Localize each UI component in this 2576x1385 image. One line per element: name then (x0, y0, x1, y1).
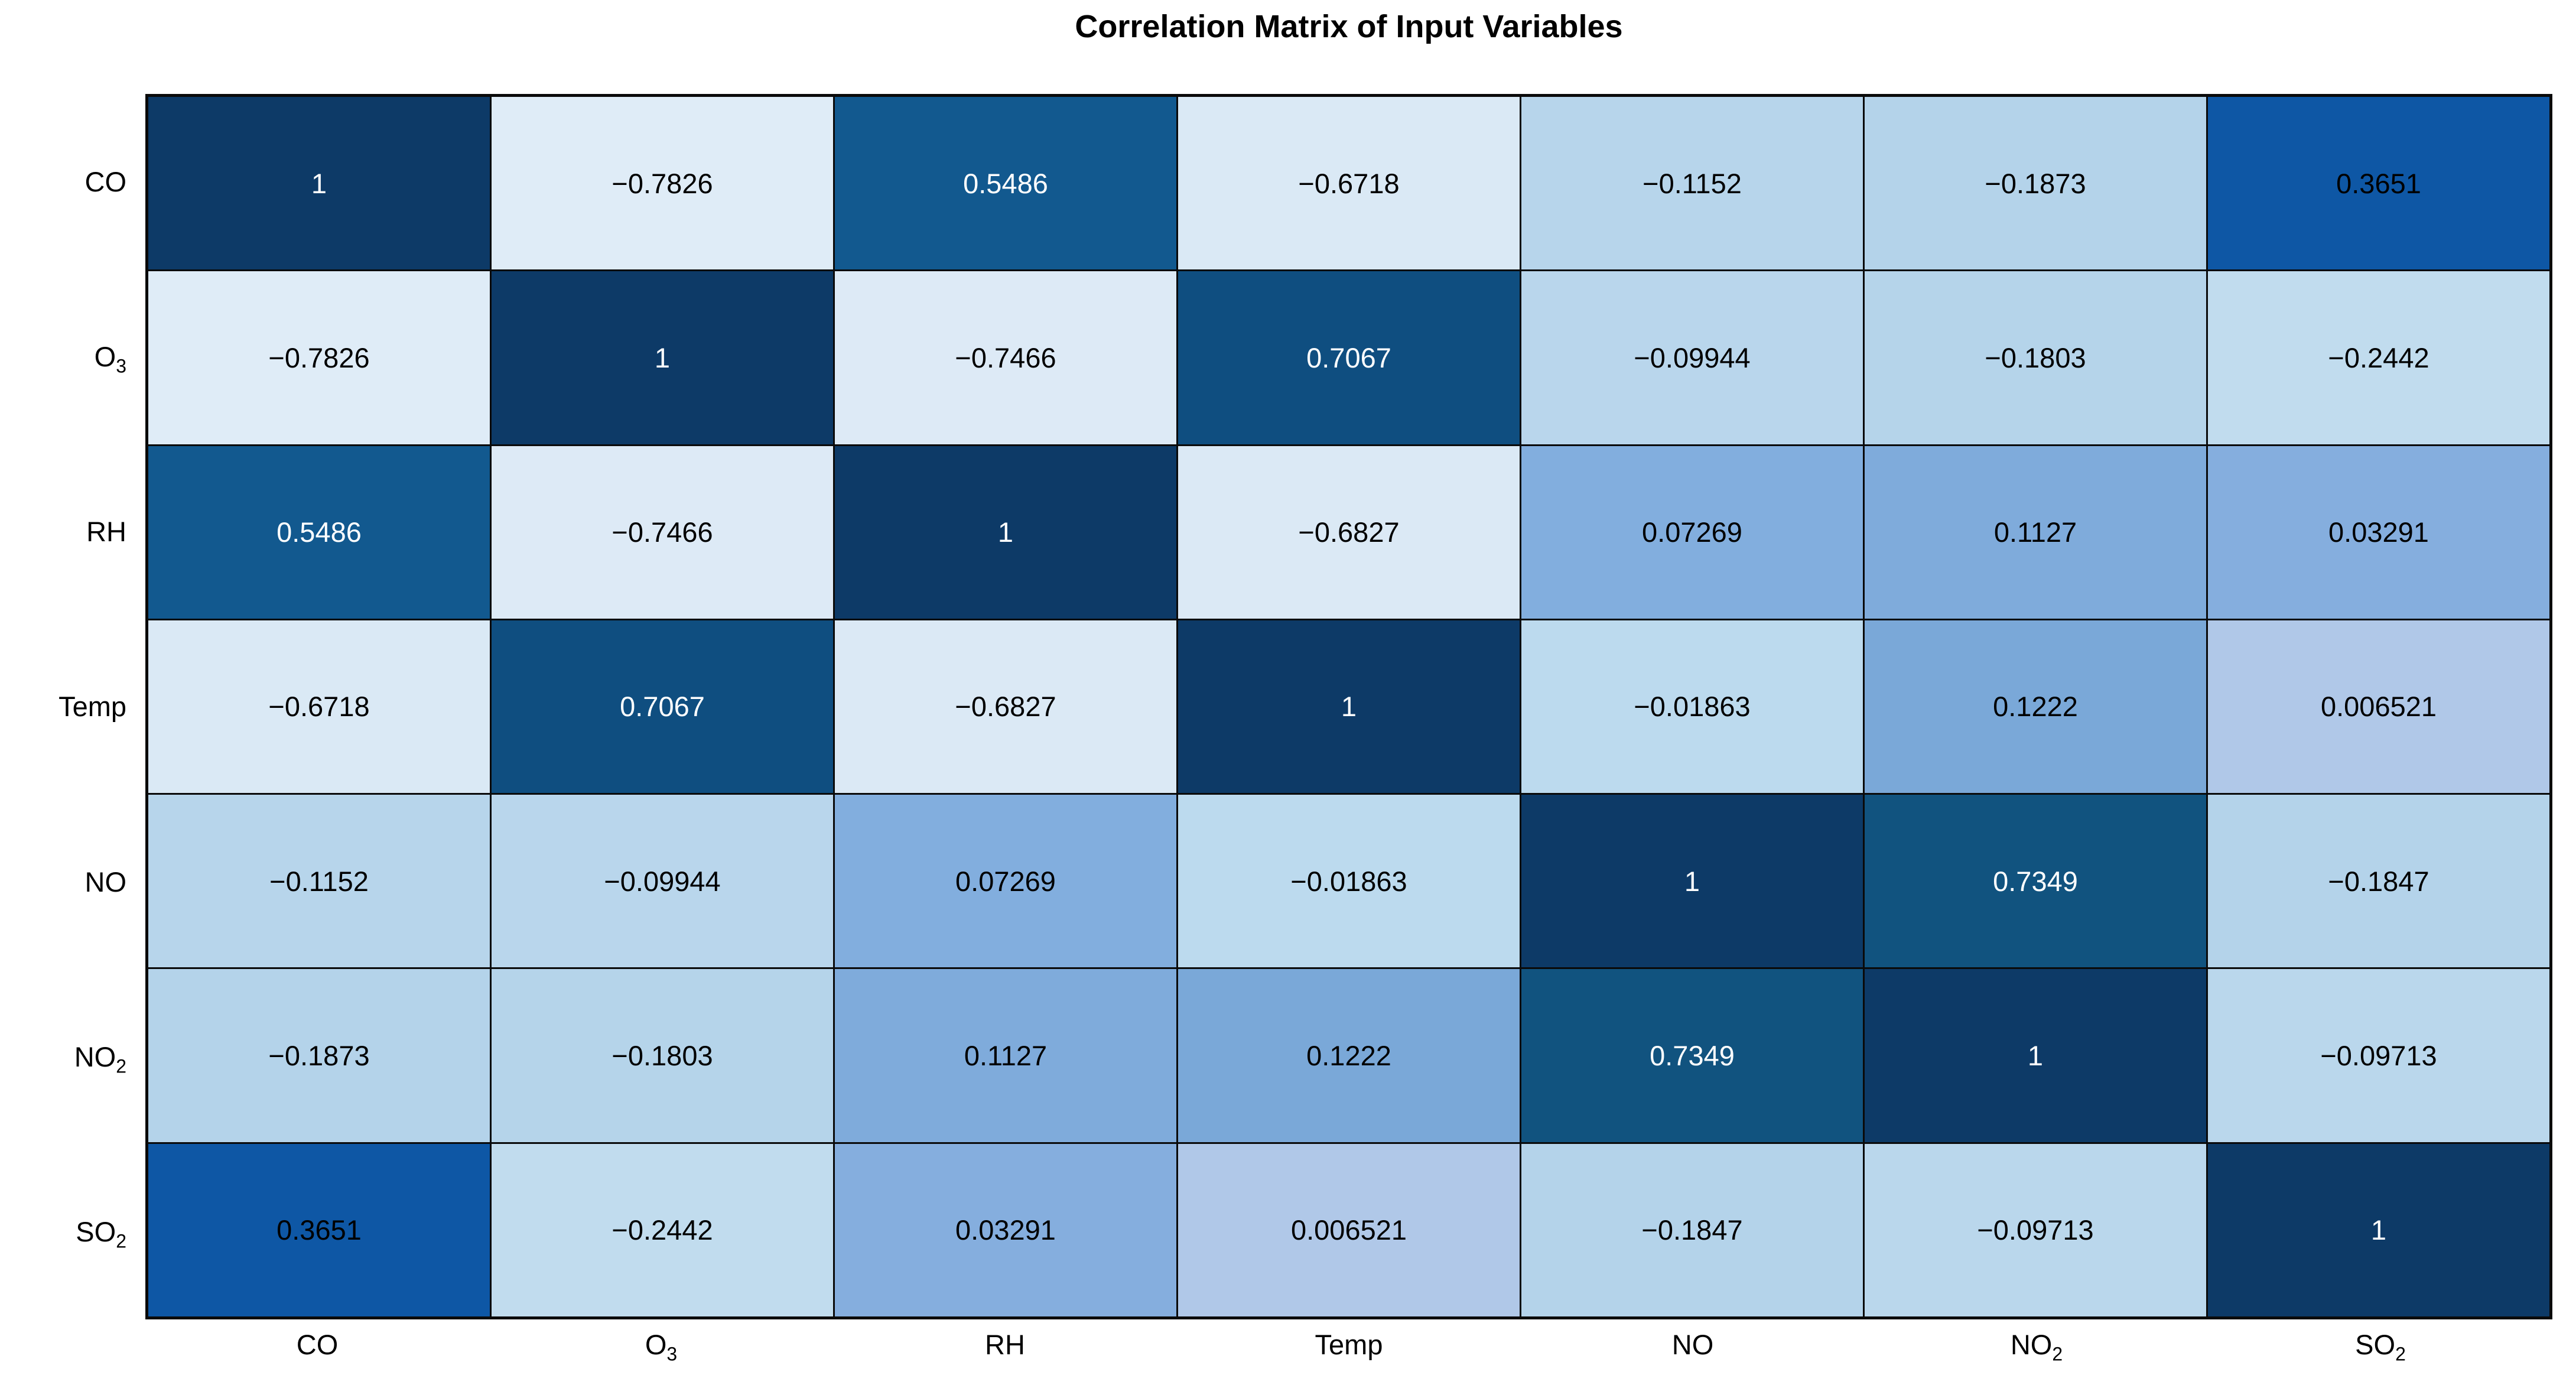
x-axis-label-6: SO2 (2209, 1328, 2552, 1381)
heatmap-cell-2-4: 0.07269 (1521, 446, 1863, 619)
x-axis-label-text-1-subscript: 3 (666, 1343, 678, 1365)
y-axis-label-6: SO2 (0, 1145, 126, 1319)
heatmap-cell-4-5: 0.7349 (1865, 795, 2206, 968)
heatmap-cell-4-6: −0.1847 (2208, 795, 2549, 968)
x-axis-label-text-5-subscript: 2 (2052, 1343, 2063, 1365)
x-axis-label-text-0: CO (296, 1329, 339, 1360)
y-axis-label-3: Temp (0, 619, 126, 794)
heatmap-cell-0-5: −0.1873 (1865, 97, 2206, 270)
heatmap-cell-6-5: −0.09713 (1865, 1143, 2206, 1316)
x-axis-label-4: NO (1521, 1328, 1865, 1381)
heatmap-cell-0-0: 1 (148, 97, 490, 270)
heatmap-cell-4-4: 1 (1521, 795, 1863, 968)
y-axis-labels: CO O3 RH Temp NO NO2 SO2 (0, 94, 126, 1319)
heatmap-cell-1-5: −0.1803 (1865, 271, 2206, 444)
heatmap-cell-1-1: 1 (492, 271, 833, 444)
heatmap-cell-6-6: 1 (2208, 1143, 2549, 1316)
x-axis-label-text-6: SO2 (2355, 1329, 2406, 1365)
y-axis-label-text-6: SO2 (76, 1216, 126, 1252)
y-axis-label-text-3: Temp (58, 691, 126, 723)
heatmap-cell-6-3: 0.006521 (1178, 1143, 1520, 1316)
heatmap-cell-0-6: 0.3651 (2208, 97, 2549, 270)
heatmap-cell-3-0: −0.6718 (148, 620, 490, 794)
heatmap-cell-3-5: 0.1222 (1865, 620, 2206, 794)
heatmap-cell-6-0: 0.3651 (148, 1143, 490, 1316)
heatmap-cell-5-3: 0.1222 (1178, 969, 1520, 1142)
y-axis-label-text-1: O3 (94, 340, 126, 377)
heatmap-cell-0-2: 0.5486 (835, 97, 1176, 270)
x-axis-label-5: NO2 (1865, 1328, 2209, 1381)
heatmap-cell-2-6: 0.03291 (2208, 446, 2549, 619)
chart-title: Correlation Matrix of Input Variables (1075, 9, 1623, 44)
heatmap-cell-5-4: 0.7349 (1521, 969, 1863, 1142)
heatmap-cell-5-0: −0.1873 (148, 969, 490, 1142)
y-axis-label-text-2: RH (86, 516, 126, 548)
heatmap-cell-5-6: −0.09713 (2208, 969, 2549, 1142)
y-axis-label-0: CO (0, 94, 127, 269)
heatmap-cell-1-2: −0.7466 (835, 271, 1176, 444)
y-axis-label-text-6-subscript: 2 (116, 1230, 126, 1252)
x-axis-label-2: RH (833, 1328, 1177, 1381)
heatmap-cell-3-1: 0.7067 (492, 620, 833, 794)
heatmap-cell-5-1: −0.1803 (492, 969, 833, 1142)
heatmap-cell-5-5: 1 (1865, 969, 2206, 1142)
x-axis-label-text-5: NO2 (2010, 1329, 2063, 1365)
y-axis-label-2: RH (0, 444, 126, 619)
heatmap-cell-4-3: −0.01863 (1178, 795, 1520, 968)
heatmap-cell-0-1: −0.7826 (492, 97, 833, 270)
x-axis-label-3: Temp (1177, 1328, 1521, 1381)
y-axis-label-4: NO (0, 794, 127, 969)
heatmap-cell-4-1: −0.09944 (492, 795, 833, 968)
x-axis-label-text-1: O3 (645, 1329, 678, 1365)
heatmap-cell-2-2: 1 (835, 446, 1176, 619)
heatmap-cell-6-4: −0.1847 (1521, 1143, 1863, 1316)
x-axis-label-text-2: RH (985, 1329, 1025, 1360)
heatmap-cell-3-6: 0.006521 (2208, 620, 2549, 794)
y-axis-label-5: NO2 (0, 969, 126, 1144)
heatmap-cell-3-2: −0.6827 (835, 620, 1176, 794)
heatmap-cell-3-4: −0.01863 (1521, 620, 1863, 794)
heatmap-cell-4-2: 0.07269 (835, 795, 1176, 968)
heatmap-cell-2-0: 0.5486 (148, 446, 490, 619)
y-axis-label-1: O3 (0, 269, 126, 444)
heatmap-cell-1-4: −0.09944 (1521, 271, 1863, 444)
heatmap-cell-0-3: −0.6718 (1178, 97, 1520, 270)
x-axis-label-0: CO (145, 1328, 489, 1381)
heatmap-cell-3-3: 1 (1178, 620, 1520, 794)
y-axis-label-text-1-subscript: 3 (116, 355, 126, 377)
heatmap-cell-2-1: −0.7466 (492, 446, 833, 619)
heatmap-cell-2-5: 0.1127 (1865, 446, 2206, 619)
heatmap-cell-5-2: 0.1127 (835, 969, 1176, 1142)
heatmap-cell-6-2: 0.03291 (835, 1143, 1176, 1316)
heatmap-cell-2-3: −0.6827 (1178, 446, 1520, 619)
x-axis-label-text-6-subscript: 2 (2395, 1343, 2406, 1365)
x-axis-labels: CO O3 RH Temp NO NO2 SO2 (145, 1328, 2552, 1381)
heatmap-cell-6-1: −0.2442 (492, 1143, 833, 1316)
y-axis-label-text-0: CO (84, 165, 127, 197)
heatmap-cell-1-0: −0.7826 (148, 271, 490, 444)
heatmap-grid: 1 −0.7826 0.5486 −0.6718 −0.1152 −0.1873 0.365… (145, 94, 2552, 1319)
x-axis-label-text-4: NO (1671, 1329, 1714, 1360)
y-axis-label-text-5: NO2 (74, 1041, 126, 1077)
heatmap-cell-1-6: −0.2442 (2208, 271, 2549, 444)
heatmap-cell-1-3: 0.7067 (1178, 271, 1520, 444)
y-axis-label-text-4: NO (84, 866, 127, 898)
heatmap-cell-4-0: −0.1152 (148, 795, 490, 968)
y-axis-label-text-5-subscript: 2 (116, 1055, 126, 1077)
x-axis-label-text-3: Temp (1315, 1329, 1383, 1360)
x-axis-label-1: O3 (489, 1328, 833, 1381)
heatmap-cell-0-4: −0.1152 (1521, 97, 1863, 270)
